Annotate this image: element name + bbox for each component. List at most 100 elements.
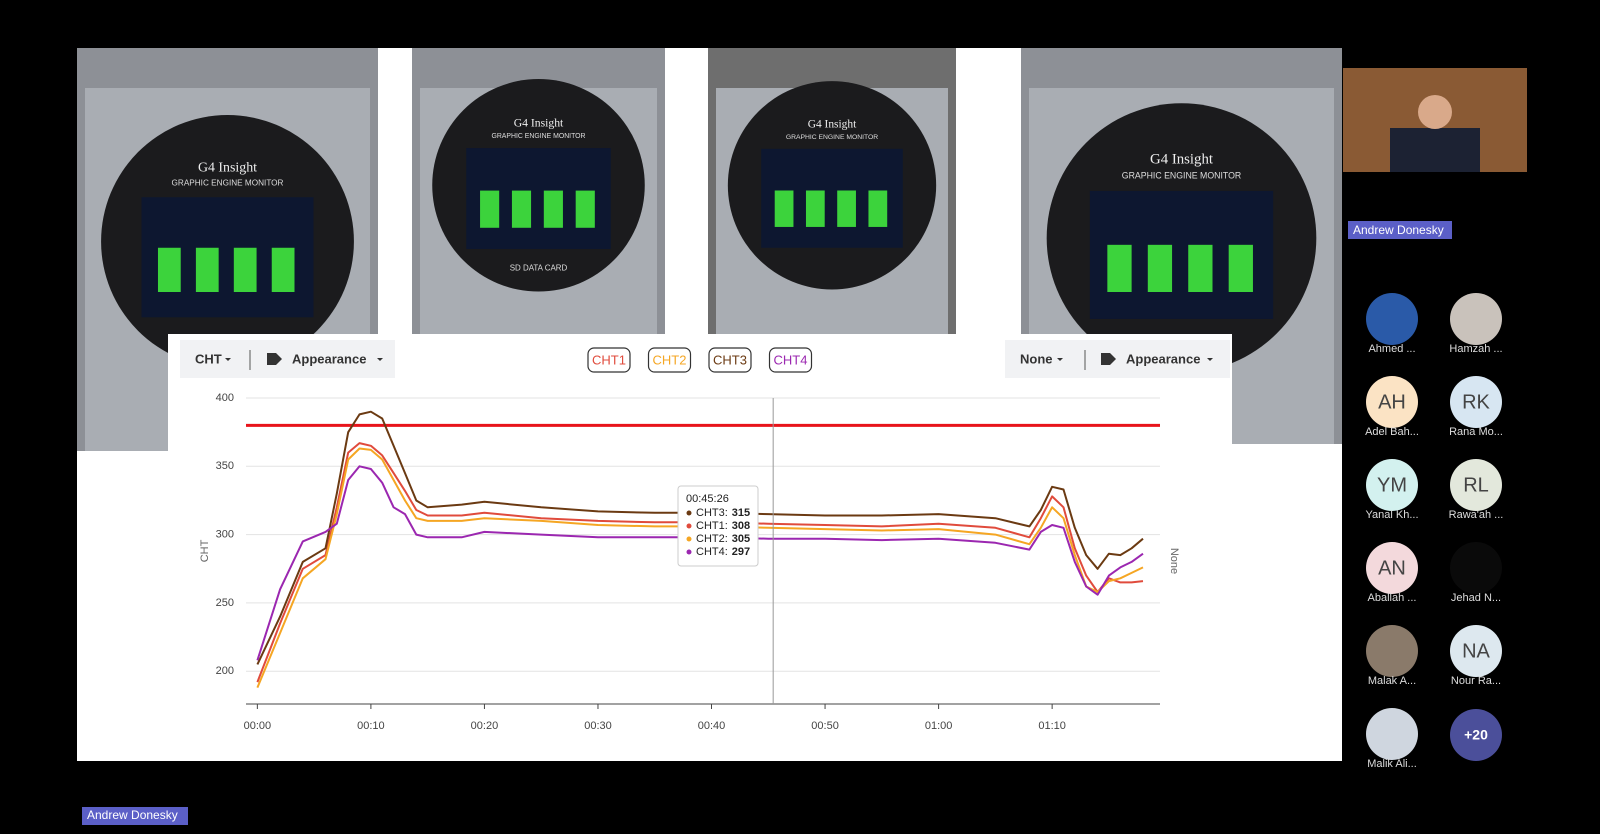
tooltip-label: CHT4: 297 <box>696 546 750 558</box>
gauge-title: G4 Insight <box>514 116 564 129</box>
participant-avatar[interactable] <box>1366 293 1418 345</box>
legend-button <box>587 347 631 373</box>
participant-avatar[interactable] <box>1366 459 1418 511</box>
gauge-title: G4 Insight <box>808 118 857 130</box>
legend-button <box>647 347 692 373</box>
gauge-bar <box>157 247 181 293</box>
participant-name: Yanal Kh... <box>1366 509 1419 521</box>
y-axis-label: CHT <box>199 539 211 562</box>
dropdown-caret <box>225 358 231 361</box>
y2-axis-label: None <box>1168 548 1180 574</box>
gauge-bar <box>837 190 856 227</box>
series-line <box>256 442 1144 683</box>
tooltip-value: 297 <box>732 546 750 558</box>
y-tick-label: 350 <box>216 460 234 472</box>
series-line <box>256 465 1144 661</box>
gauge-bar <box>1228 244 1253 293</box>
tooltip-label: CHT1: 308 <box>696 520 750 532</box>
dropdown-caret <box>377 358 383 361</box>
legend-label[interactable]: CHT2 <box>653 352 687 367</box>
legend-label[interactable]: CHT4 <box>774 352 808 367</box>
legend-button <box>768 347 813 373</box>
appearance-button[interactable]: Appearance <box>292 351 366 366</box>
toolbar-right <box>1005 340 1230 378</box>
speaker-body <box>1390 128 1480 172</box>
x-tick-label: 00:00 <box>244 720 272 732</box>
participant-name: Aballah ... <box>1368 592 1417 604</box>
legend-label[interactable]: CHT3 <box>713 352 747 367</box>
gauge-subtitle: GRAPHIC ENGINE MONITOR <box>786 134 878 141</box>
speaker-name: Andrew Donesky <box>1353 223 1444 237</box>
presenter-name: Andrew Donesky <box>87 808 178 822</box>
participant-initials: AH <box>1378 391 1406 413</box>
tag-icon <box>1101 353 1116 365</box>
tooltip-label: CHT3: 315 <box>696 507 750 519</box>
tooltip <box>677 485 759 567</box>
participant-name: Jehad N... <box>1451 592 1501 604</box>
x-tick-label: 01:00 <box>925 720 953 732</box>
participant-avatar[interactable] <box>1366 376 1418 428</box>
tooltip-time: 00:45:26 <box>686 493 729 505</box>
gauge-bar <box>543 190 563 228</box>
legend-label[interactable]: CHT1 <box>592 352 626 367</box>
gauge-card: SD DATA CARD <box>510 263 568 272</box>
gauge-title: G4 Insight <box>1150 151 1214 167</box>
gauge-bar <box>511 190 532 228</box>
axis-select[interactable]: None <box>1020 351 1053 366</box>
gauge-bar <box>271 247 295 293</box>
dropdown-caret <box>1207 358 1213 361</box>
tooltip-dot <box>686 510 692 516</box>
gauge-bar <box>805 190 825 227</box>
gauge-bar <box>575 190 595 228</box>
more-count: +20 <box>1464 727 1488 743</box>
gauge-subtitle: GRAPHIC ENGINE MONITOR <box>491 133 585 140</box>
y-tick-label: 250 <box>216 597 234 609</box>
appearance-button[interactable]: Appearance <box>1126 351 1200 366</box>
gauge-bar <box>480 190 500 228</box>
participant-avatar[interactable] <box>1450 542 1502 594</box>
tag-icon <box>267 353 282 365</box>
participant-initials: AN <box>1378 557 1406 579</box>
participant-avatar[interactable] <box>1450 293 1502 345</box>
tooltip-value: 308 <box>732 520 750 532</box>
tooltip-value: 315 <box>732 507 750 519</box>
dropdown-caret <box>1057 358 1063 361</box>
more-participants[interactable] <box>1450 709 1502 761</box>
x-tick-label: 00:40 <box>698 720 726 732</box>
participant-name: Ahmed ... <box>1368 343 1415 355</box>
gauge-bar <box>774 190 794 227</box>
x-tick-label: 00:30 <box>584 720 612 732</box>
participant-avatar[interactable] <box>1450 459 1502 511</box>
y-tick-label: 300 <box>216 529 234 541</box>
y-tick-label: 200 <box>216 665 234 677</box>
series-line <box>256 447 1144 688</box>
tooltip-dot <box>686 536 692 542</box>
y-tick-label: 400 <box>216 392 234 404</box>
participant-avatar[interactable] <box>1450 376 1502 428</box>
tooltip-dot <box>686 549 692 555</box>
participant-avatar[interactable] <box>1366 625 1418 677</box>
participant-avatar[interactable] <box>1450 625 1502 677</box>
axis-select[interactable]: CHT <box>195 351 222 366</box>
legend-button <box>708 347 752 373</box>
gauge-bar <box>868 190 888 227</box>
series-line <box>256 410 1144 665</box>
participant-name: Malik Ali... <box>1367 758 1417 770</box>
participant-avatar[interactable] <box>1366 708 1418 760</box>
tooltip-label: CHT2: 305 <box>696 533 750 545</box>
name-badge <box>82 807 188 825</box>
gauge-bar <box>195 247 219 293</box>
gauge-subtitle: GRAPHIC ENGINE MONITOR <box>1122 170 1241 180</box>
gauge-bar <box>1188 244 1213 293</box>
participant-initials: RL <box>1463 474 1489 496</box>
participant-name: Rana Mo... <box>1449 426 1503 438</box>
participant-name: Rawa'ah ... <box>1449 509 1504 521</box>
gauge-bar <box>1107 244 1132 293</box>
gauge-title: G4 Insight <box>198 160 257 175</box>
x-tick-label: 00:10 <box>357 720 385 732</box>
participant-name: Nour Ra... <box>1451 675 1501 687</box>
participant-avatar[interactable] <box>1366 542 1418 594</box>
gauge-bar <box>1147 244 1173 293</box>
